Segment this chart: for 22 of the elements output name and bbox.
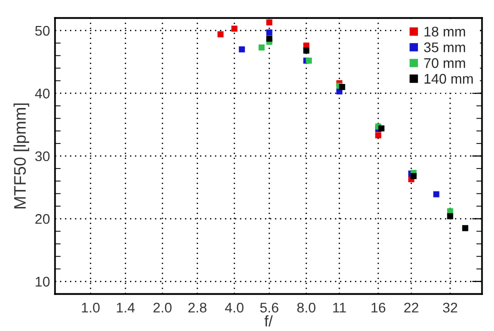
x-tick-label: 1.0 xyxy=(82,302,100,313)
x-tick-label: 8.0 xyxy=(297,302,316,313)
x-tick-label: 4.0 xyxy=(225,302,244,313)
legend-label: 35 mm xyxy=(424,42,466,52)
x-tick-label: 11 xyxy=(333,302,346,312)
x-tick-label: 32 xyxy=(442,302,458,313)
legend-label: 140 mm xyxy=(424,74,473,84)
x-tick-label: 16 xyxy=(372,302,386,313)
y-tick-label: 30 xyxy=(35,151,50,162)
y-tick-label: 50 xyxy=(35,26,50,36)
x-tick-label: 2.0 xyxy=(154,302,172,313)
x-axis-title: f/ xyxy=(264,315,273,326)
y-axis-title: MTF50 [lpmm] xyxy=(14,103,30,208)
legend-label: 70 mm xyxy=(424,58,466,68)
x-tick-label: 1.4 xyxy=(116,302,135,312)
x-tick-label: 2.8 xyxy=(188,302,206,313)
y-tick-label: 40 xyxy=(35,88,50,98)
x-tick-label: 5.6 xyxy=(260,302,278,313)
y-tick-label: 10 xyxy=(36,276,50,287)
x-tick-label: 22 xyxy=(404,302,418,312)
legend-label: 18 mm xyxy=(424,26,466,37)
y-tick-label: 20 xyxy=(35,214,50,224)
